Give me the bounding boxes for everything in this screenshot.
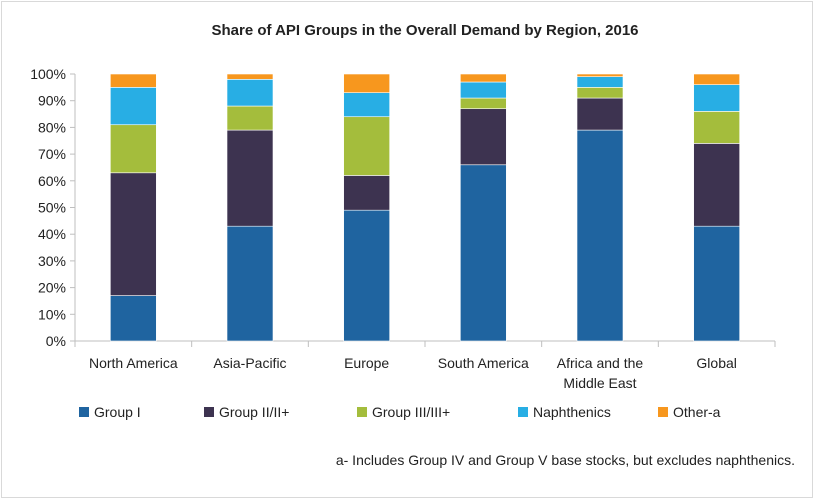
legend-label: Other-a <box>673 404 721 420</box>
y-tick-label: 20% <box>38 280 66 296</box>
bar-segment <box>693 225 740 342</box>
bar-segment <box>460 164 507 342</box>
x-axis: North America Asia-Pacific Europe South Ame… <box>74 340 776 391</box>
bar-segment <box>226 73 274 80</box>
bar-segment <box>460 81 507 99</box>
bar-segment <box>226 105 274 131</box>
x-category-label: Global <box>696 355 736 371</box>
chart-title: Share of API Groups in the Overall Deman… <box>211 22 638 39</box>
y-tick-label: 100% <box>30 66 66 82</box>
y-tick-label: 0% <box>46 333 66 349</box>
bar-segment <box>460 73 507 83</box>
bar-segment <box>110 295 157 342</box>
bar-segment <box>576 76 624 88</box>
footnote: a- Includes Group IV and Group V base st… <box>336 452 795 468</box>
bar-segment <box>343 73 390 93</box>
bar-segment <box>343 92 390 118</box>
y-tick-label: 80% <box>38 119 66 135</box>
legend-label: Group III/III+ <box>372 404 450 420</box>
legend-swatch <box>204 407 214 417</box>
legend: Group I Group II/II+ Group III/III+ Naphthe… <box>79 404 721 420</box>
x-category-label: North America <box>89 355 178 371</box>
bar-segment <box>343 209 390 342</box>
legend-swatch <box>79 407 89 417</box>
bar-segment <box>110 172 157 296</box>
bar-segment <box>110 87 157 126</box>
bar-segment <box>576 129 624 342</box>
legend-label: Group I <box>94 404 141 420</box>
bar-segment <box>226 129 274 227</box>
y-tick-label: 90% <box>38 93 66 109</box>
bar-segment <box>343 116 390 176</box>
y-tick-label: 70% <box>38 146 66 162</box>
bar-segment <box>693 111 740 144</box>
bar-segment <box>576 87 624 99</box>
legend-label: Group II/II+ <box>219 404 289 420</box>
x-category-label: South America <box>438 355 529 371</box>
bar-segment <box>460 108 507 166</box>
bar-segment <box>693 143 740 227</box>
bar-segment <box>110 124 157 174</box>
x-category-label: Asia-Pacific <box>213 355 286 371</box>
bar-segment <box>343 175 390 211</box>
y-axis: 0% 10% 20% 30% 40% 50% 60% 70% 80% 90% 100% <box>30 66 76 349</box>
bar-segment <box>693 73 740 85</box>
x-category-label: Europe <box>344 355 389 371</box>
legend-label: Naphthenics <box>533 404 611 420</box>
legend-swatch <box>518 407 528 417</box>
bar-segment <box>226 225 274 342</box>
y-tick-label: 60% <box>38 173 66 189</box>
y-tick-label: 40% <box>38 226 66 242</box>
legend-swatch <box>658 407 668 417</box>
bars <box>110 73 740 342</box>
x-category-label: Africa and the Middle East <box>557 355 644 391</box>
y-tick-label: 30% <box>38 253 66 269</box>
bar-segment <box>110 73 157 88</box>
y-tick-label: 50% <box>38 200 66 216</box>
bar-segment <box>576 97 624 131</box>
y-tick-label: 10% <box>38 306 66 322</box>
bar-segment <box>460 97 507 110</box>
legend-swatch <box>357 407 367 417</box>
bar-segment <box>576 73 624 77</box>
bar-segment <box>226 79 274 107</box>
bar-segment <box>693 84 740 112</box>
